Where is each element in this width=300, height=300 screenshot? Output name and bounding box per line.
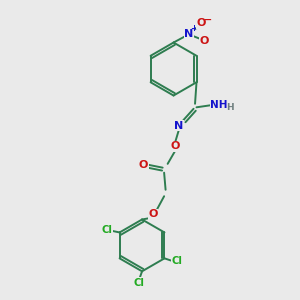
Text: H: H — [226, 103, 233, 112]
Text: O: O — [171, 141, 180, 151]
Text: Cl: Cl — [134, 278, 145, 287]
Text: Cl: Cl — [171, 256, 182, 266]
Text: NH: NH — [210, 100, 228, 110]
Text: N: N — [174, 121, 184, 130]
Text: Cl: Cl — [102, 225, 113, 235]
Text: O: O — [196, 18, 206, 28]
Text: O: O — [139, 160, 148, 170]
Text: O: O — [148, 209, 158, 220]
Text: −: − — [204, 15, 212, 25]
Text: +: + — [190, 24, 197, 33]
Text: N: N — [184, 29, 194, 39]
Text: O: O — [200, 36, 209, 46]
